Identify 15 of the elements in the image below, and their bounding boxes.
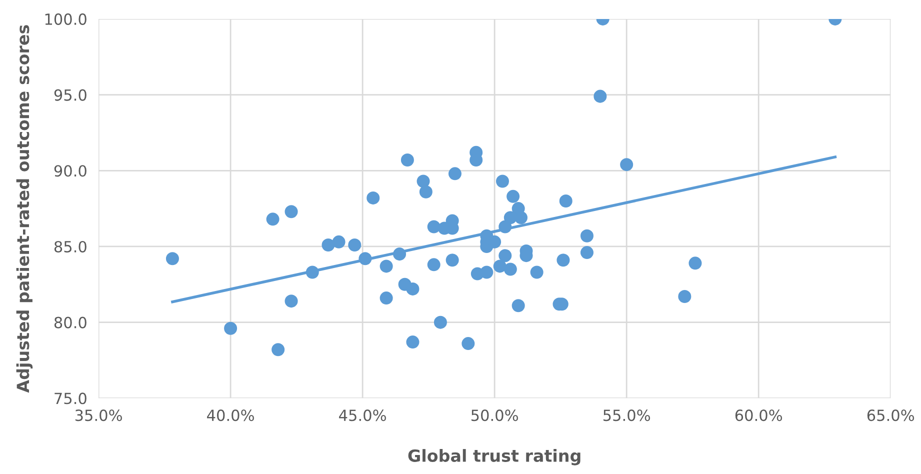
y-tick-label: 100.0 (45, 13, 86, 25)
y-tick-label: 85.0 (54, 240, 86, 252)
x-tick-label: 55.0% (604, 410, 650, 422)
x-tick-label: 45.0% (339, 410, 386, 422)
y-tick-label: 75.0 (54, 392, 86, 404)
x-tick-label: 35.0% (75, 410, 122, 422)
x-tick-label: 40.0% (207, 410, 254, 422)
y-axis-title: Adjusted patient-rated outcome scores (16, 25, 33, 393)
y-tick-label: 90.0 (54, 165, 86, 177)
x-tick-label: 60.0% (735, 410, 782, 422)
x-tick-label: 65.0% (867, 410, 914, 422)
y-tick-label: 80.0 (54, 316, 86, 328)
x-tick-label: 50.0% (471, 410, 518, 422)
y-tick-label: 95.0 (54, 89, 86, 101)
x-axis-title: Global trust rating (408, 449, 580, 466)
